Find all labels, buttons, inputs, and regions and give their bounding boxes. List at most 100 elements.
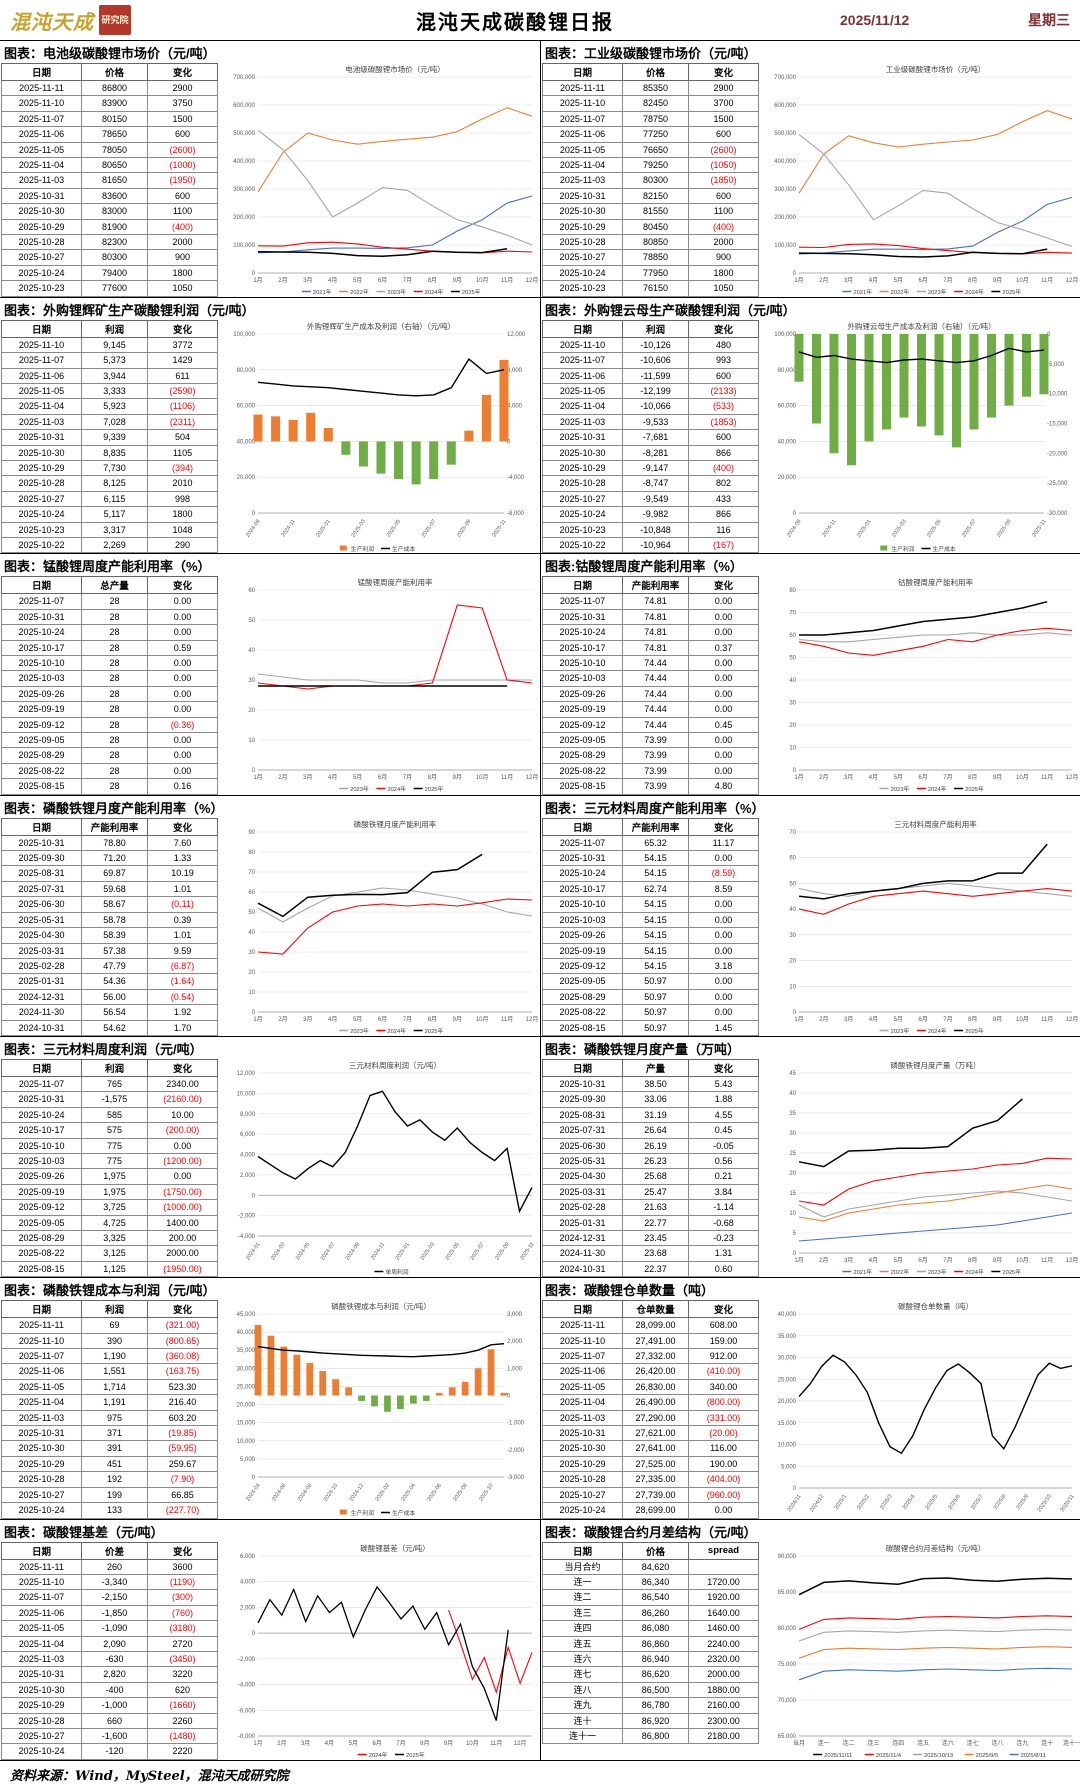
- cell: 2025-10-30: [1, 1440, 82, 1457]
- cell: 9,145: [81, 336, 148, 354]
- table-row: 2025-11-03 -630 (3450): [1, 1650, 218, 1668]
- cell: 74.44: [622, 670, 689, 687]
- svg-text:5月: 5月: [894, 277, 903, 284]
- cell: 2024-12-31: [1, 988, 82, 1006]
- cell: 2025-10-31: [542, 608, 623, 626]
- svg-text:2025年: 2025年: [425, 1027, 444, 1035]
- cell: 1,975: [81, 1183, 148, 1201]
- cell: 2025-08-15: [542, 1019, 623, 1036]
- cell: (163.75): [147, 1363, 218, 1380]
- svg-text:0: 0: [507, 1394, 511, 1400]
- cell: 2025-09-05: [1, 1214, 82, 1232]
- svg-text:15: 15: [789, 1191, 796, 1197]
- svg-text:2024-03: 2024-03: [270, 1242, 286, 1262]
- table-row: 2025-01-31 54.36 (1.64): [1, 973, 218, 990]
- cell: 2025-11-07: [1, 352, 82, 369]
- cell: 58.78: [81, 911, 148, 929]
- cell: 2000: [147, 234, 218, 251]
- table-row: 2025-08-22 73.99 0.00: [542, 762, 759, 780]
- svg-text:4月: 4月: [325, 1740, 334, 1747]
- svg-text:2025-03: 2025-03: [351, 518, 367, 538]
- cell: 2025-10-10: [1, 1137, 82, 1154]
- table-row: 2025-10-28 80850 2000: [542, 234, 759, 251]
- cell: 2025-10-23: [542, 521, 623, 538]
- table-header-row: 日期 仓单数量 变化: [542, 1300, 759, 1319]
- cell: 912.00: [688, 1348, 759, 1365]
- cell: 81900: [81, 218, 148, 236]
- cell: 2025-11-06: [542, 367, 623, 384]
- cell: 2025-09-12: [542, 957, 623, 975]
- cell: 620: [147, 1681, 218, 1699]
- svg-text:连二: 连二: [843, 1739, 855, 1747]
- cell: 27,739.00: [622, 1486, 689, 1504]
- table-row: 2025-11-04 -10,066 (533): [542, 398, 759, 415]
- cell: 56.54: [81, 1004, 148, 1021]
- table-row: 2025-10-29 27,525.00 190.00: [542, 1455, 759, 1473]
- svg-text:-8,000: -8,000: [238, 1734, 256, 1740]
- col-header: 日期: [542, 817, 623, 836]
- svg-text:2025-11: 2025-11: [1031, 518, 1047, 538]
- cell: 74.81: [622, 593, 689, 610]
- cell: 1100: [688, 203, 759, 220]
- table-row: 2025-10-10 775 0.00: [1, 1137, 218, 1154]
- svg-text:1月: 1月: [253, 774, 262, 781]
- svg-text:6月: 6月: [918, 774, 927, 781]
- table-row: 2025-11-07 -2,150 (300): [1, 1589, 218, 1606]
- cell: 86,920: [622, 1712, 689, 1729]
- table-row: 2025-11-03 975 603.20: [1, 1409, 218, 1427]
- cell: 2025-11-06: [1, 367, 82, 384]
- cell: 2025-11-11: [542, 79, 623, 97]
- cell: 2025-10-10: [542, 654, 623, 672]
- table-row: 2025-09-05 28 0.00: [1, 732, 218, 749]
- table-row: 2025-10-28 192 (7.90): [1, 1471, 218, 1488]
- cell: -8,747: [622, 475, 689, 492]
- table-row: 2025-10-31 27,621.00 (20.00): [542, 1425, 759, 1442]
- cell: 23.45: [622, 1229, 689, 1247]
- cell: 190.00: [688, 1455, 759, 1473]
- svg-text:12月: 12月: [1066, 774, 1079, 781]
- table-row: 2025-11-11 28,099.00 608.00: [542, 1317, 759, 1334]
- cell: 2025-11-03: [542, 413, 623, 431]
- cell: 2025-11-07: [542, 834, 623, 852]
- cell: 523.30: [147, 1378, 218, 1396]
- cell: 50.97: [622, 1019, 689, 1036]
- cell: 1,125: [81, 1260, 148, 1278]
- cell: 2025-08-22: [542, 762, 623, 780]
- table-row: 2025-10-29 -9,147 (400): [542, 459, 759, 477]
- svg-text:5月: 5月: [894, 1257, 903, 1264]
- cell: 47.79: [81, 957, 148, 975]
- cell: 0.60: [688, 1260, 759, 1278]
- cell: 73.99: [622, 762, 689, 780]
- cell: 600: [688, 126, 759, 143]
- data-table-lfp-output: 日期 产量 变化 2025-10-31 38.50 5.43 2025-09-30 33.06…: [542, 1058, 759, 1278]
- cell: (800.00): [688, 1394, 759, 1411]
- cell: 82450: [622, 95, 689, 112]
- col-header: 总产量: [81, 576, 148, 595]
- svg-text:生产成本: 生产成本: [392, 545, 415, 553]
- cell: 2240.00: [688, 1635, 759, 1652]
- table-row: 2025-10-27 78850 900: [542, 249, 759, 266]
- cell: 28,099.00: [622, 1317, 689, 1334]
- svg-text:工业级碳酸锂市场价（元/吨）: 工业级碳酸锂市场价（元/吨）: [886, 64, 986, 74]
- cell: 26,830.00: [622, 1378, 689, 1396]
- table-row: 2024-12-31 23.45 -0.23: [542, 1229, 759, 1247]
- cell: 0.00: [147, 670, 218, 687]
- table-row: 当月合约 84,620: [542, 1558, 759, 1575]
- col-header: 变化: [147, 1300, 218, 1319]
- cell: (200.00): [147, 1122, 218, 1139]
- svg-text:100,000: 100,000: [233, 243, 255, 249]
- svg-text:0: 0: [252, 271, 256, 277]
- panel-spodumene-profit: 图表：外购锂辉矿生产碳酸锂利润（元/吨） 日期 利润 变化 2025-11-10 9,14…: [0, 296, 540, 554]
- cell: 2025-10-28: [1, 234, 82, 251]
- report-footer: 资料来源：Wind，MySteel，混沌天成研究院: [0, 1761, 1080, 1790]
- svg-text:30: 30: [789, 933, 796, 939]
- col-header: 产能利用率: [622, 817, 689, 836]
- cell: -1,000: [81, 1697, 148, 1714]
- table-row: 2025-09-12 28 (0.36): [1, 716, 218, 734]
- svg-text:2025-07: 2025-07: [469, 1242, 485, 1262]
- cell: 2,090: [81, 1635, 148, 1652]
- svg-text:20: 20: [248, 970, 255, 976]
- svg-text:4月: 4月: [328, 774, 337, 781]
- svg-text:2024-09: 2024-09: [245, 518, 261, 538]
- svg-text:65,000: 65,000: [778, 1734, 797, 1740]
